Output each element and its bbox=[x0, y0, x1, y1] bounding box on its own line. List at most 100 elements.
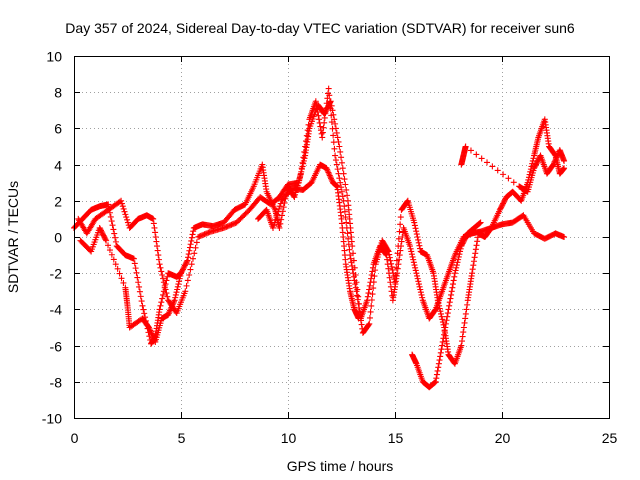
data-point bbox=[442, 320, 449, 327]
data-point bbox=[366, 282, 373, 289]
data-point bbox=[302, 138, 309, 145]
data-point bbox=[349, 266, 356, 273]
data-point bbox=[312, 98, 319, 105]
data-point bbox=[106, 247, 113, 254]
data-point bbox=[140, 306, 147, 313]
data-point bbox=[440, 335, 447, 342]
data-point bbox=[326, 98, 333, 105]
data-point bbox=[551, 158, 558, 165]
data-point bbox=[467, 147, 474, 154]
data-point bbox=[156, 306, 163, 313]
data-point bbox=[347, 255, 354, 262]
data-point bbox=[338, 154, 345, 161]
data-point bbox=[552, 155, 559, 162]
data-point bbox=[441, 328, 448, 335]
data-point bbox=[155, 252, 162, 259]
data-point bbox=[153, 238, 160, 245]
data-point bbox=[457, 245, 464, 252]
data-point bbox=[446, 299, 453, 306]
data-point bbox=[368, 296, 375, 303]
data-point bbox=[331, 145, 338, 152]
data-point bbox=[149, 331, 156, 338]
data-point bbox=[334, 166, 341, 173]
data-point bbox=[397, 214, 404, 221]
x-tick-label: 25 bbox=[602, 430, 618, 446]
data-point bbox=[409, 253, 416, 260]
data-point bbox=[163, 290, 170, 297]
data-point bbox=[435, 300, 442, 307]
data-point bbox=[395, 243, 402, 250]
data-point bbox=[452, 267, 459, 274]
data-point bbox=[404, 198, 411, 205]
data-point bbox=[270, 222, 277, 229]
data-point bbox=[342, 181, 349, 188]
data-point bbox=[335, 170, 342, 177]
data-point bbox=[510, 179, 517, 186]
data-point bbox=[366, 314, 373, 321]
data-point bbox=[121, 208, 128, 215]
data-point bbox=[414, 234, 421, 240]
data-point bbox=[413, 228, 420, 235]
data-point bbox=[327, 173, 334, 180]
data-point bbox=[301, 155, 308, 162]
data-point bbox=[165, 310, 172, 317]
data-point bbox=[434, 367, 441, 374]
data-point bbox=[343, 186, 350, 193]
data-point bbox=[162, 286, 169, 293]
data-point bbox=[316, 116, 323, 123]
data-point bbox=[191, 250, 198, 257]
data-point bbox=[276, 224, 283, 231]
data-point bbox=[277, 220, 284, 227]
data-point bbox=[456, 251, 463, 258]
data-point bbox=[370, 285, 377, 292]
data-point bbox=[297, 170, 304, 177]
data-point bbox=[270, 224, 277, 231]
data-point bbox=[397, 221, 404, 228]
data-point bbox=[412, 267, 419, 274]
data-point bbox=[433, 371, 440, 378]
data-point bbox=[444, 310, 451, 317]
data-point bbox=[326, 172, 333, 179]
data-point bbox=[388, 260, 395, 267]
data-point bbox=[451, 273, 458, 280]
data-point bbox=[351, 277, 358, 284]
data-point bbox=[134, 274, 141, 281]
data-point bbox=[437, 308, 444, 315]
data-point bbox=[505, 175, 512, 182]
data-point bbox=[318, 130, 325, 137]
data-point bbox=[338, 184, 345, 191]
x-tick-label: 10 bbox=[281, 430, 297, 446]
data-point bbox=[353, 288, 360, 295]
data-point bbox=[188, 234, 195, 241]
data-point bbox=[346, 246, 353, 253]
data-point bbox=[415, 239, 422, 246]
data-point bbox=[453, 264, 460, 271]
data-point bbox=[530, 155, 537, 162]
data-point bbox=[135, 279, 142, 286]
data-point bbox=[434, 297, 441, 304]
data-point bbox=[462, 315, 469, 322]
data-point bbox=[164, 293, 171, 300]
data-point bbox=[416, 242, 423, 249]
data-point bbox=[439, 338, 446, 345]
data-point bbox=[438, 310, 445, 317]
data-point bbox=[327, 105, 334, 112]
y-tick-label: -2 bbox=[50, 266, 63, 282]
data-point bbox=[132, 265, 139, 272]
data-point bbox=[433, 375, 440, 382]
data-point bbox=[107, 213, 114, 220]
data-point bbox=[561, 234, 568, 240]
data-point bbox=[186, 244, 193, 251]
data-point bbox=[461, 319, 468, 326]
data-point bbox=[102, 236, 109, 243]
data-point bbox=[448, 288, 455, 295]
data-point bbox=[464, 301, 471, 308]
y-tick-label: 10 bbox=[46, 49, 62, 65]
data-point bbox=[328, 175, 335, 182]
data-point bbox=[328, 112, 335, 119]
data-point bbox=[160, 275, 167, 282]
data-point bbox=[141, 310, 148, 317]
data-point bbox=[337, 179, 344, 186]
data-point bbox=[489, 163, 496, 170]
data-point bbox=[436, 305, 443, 312]
